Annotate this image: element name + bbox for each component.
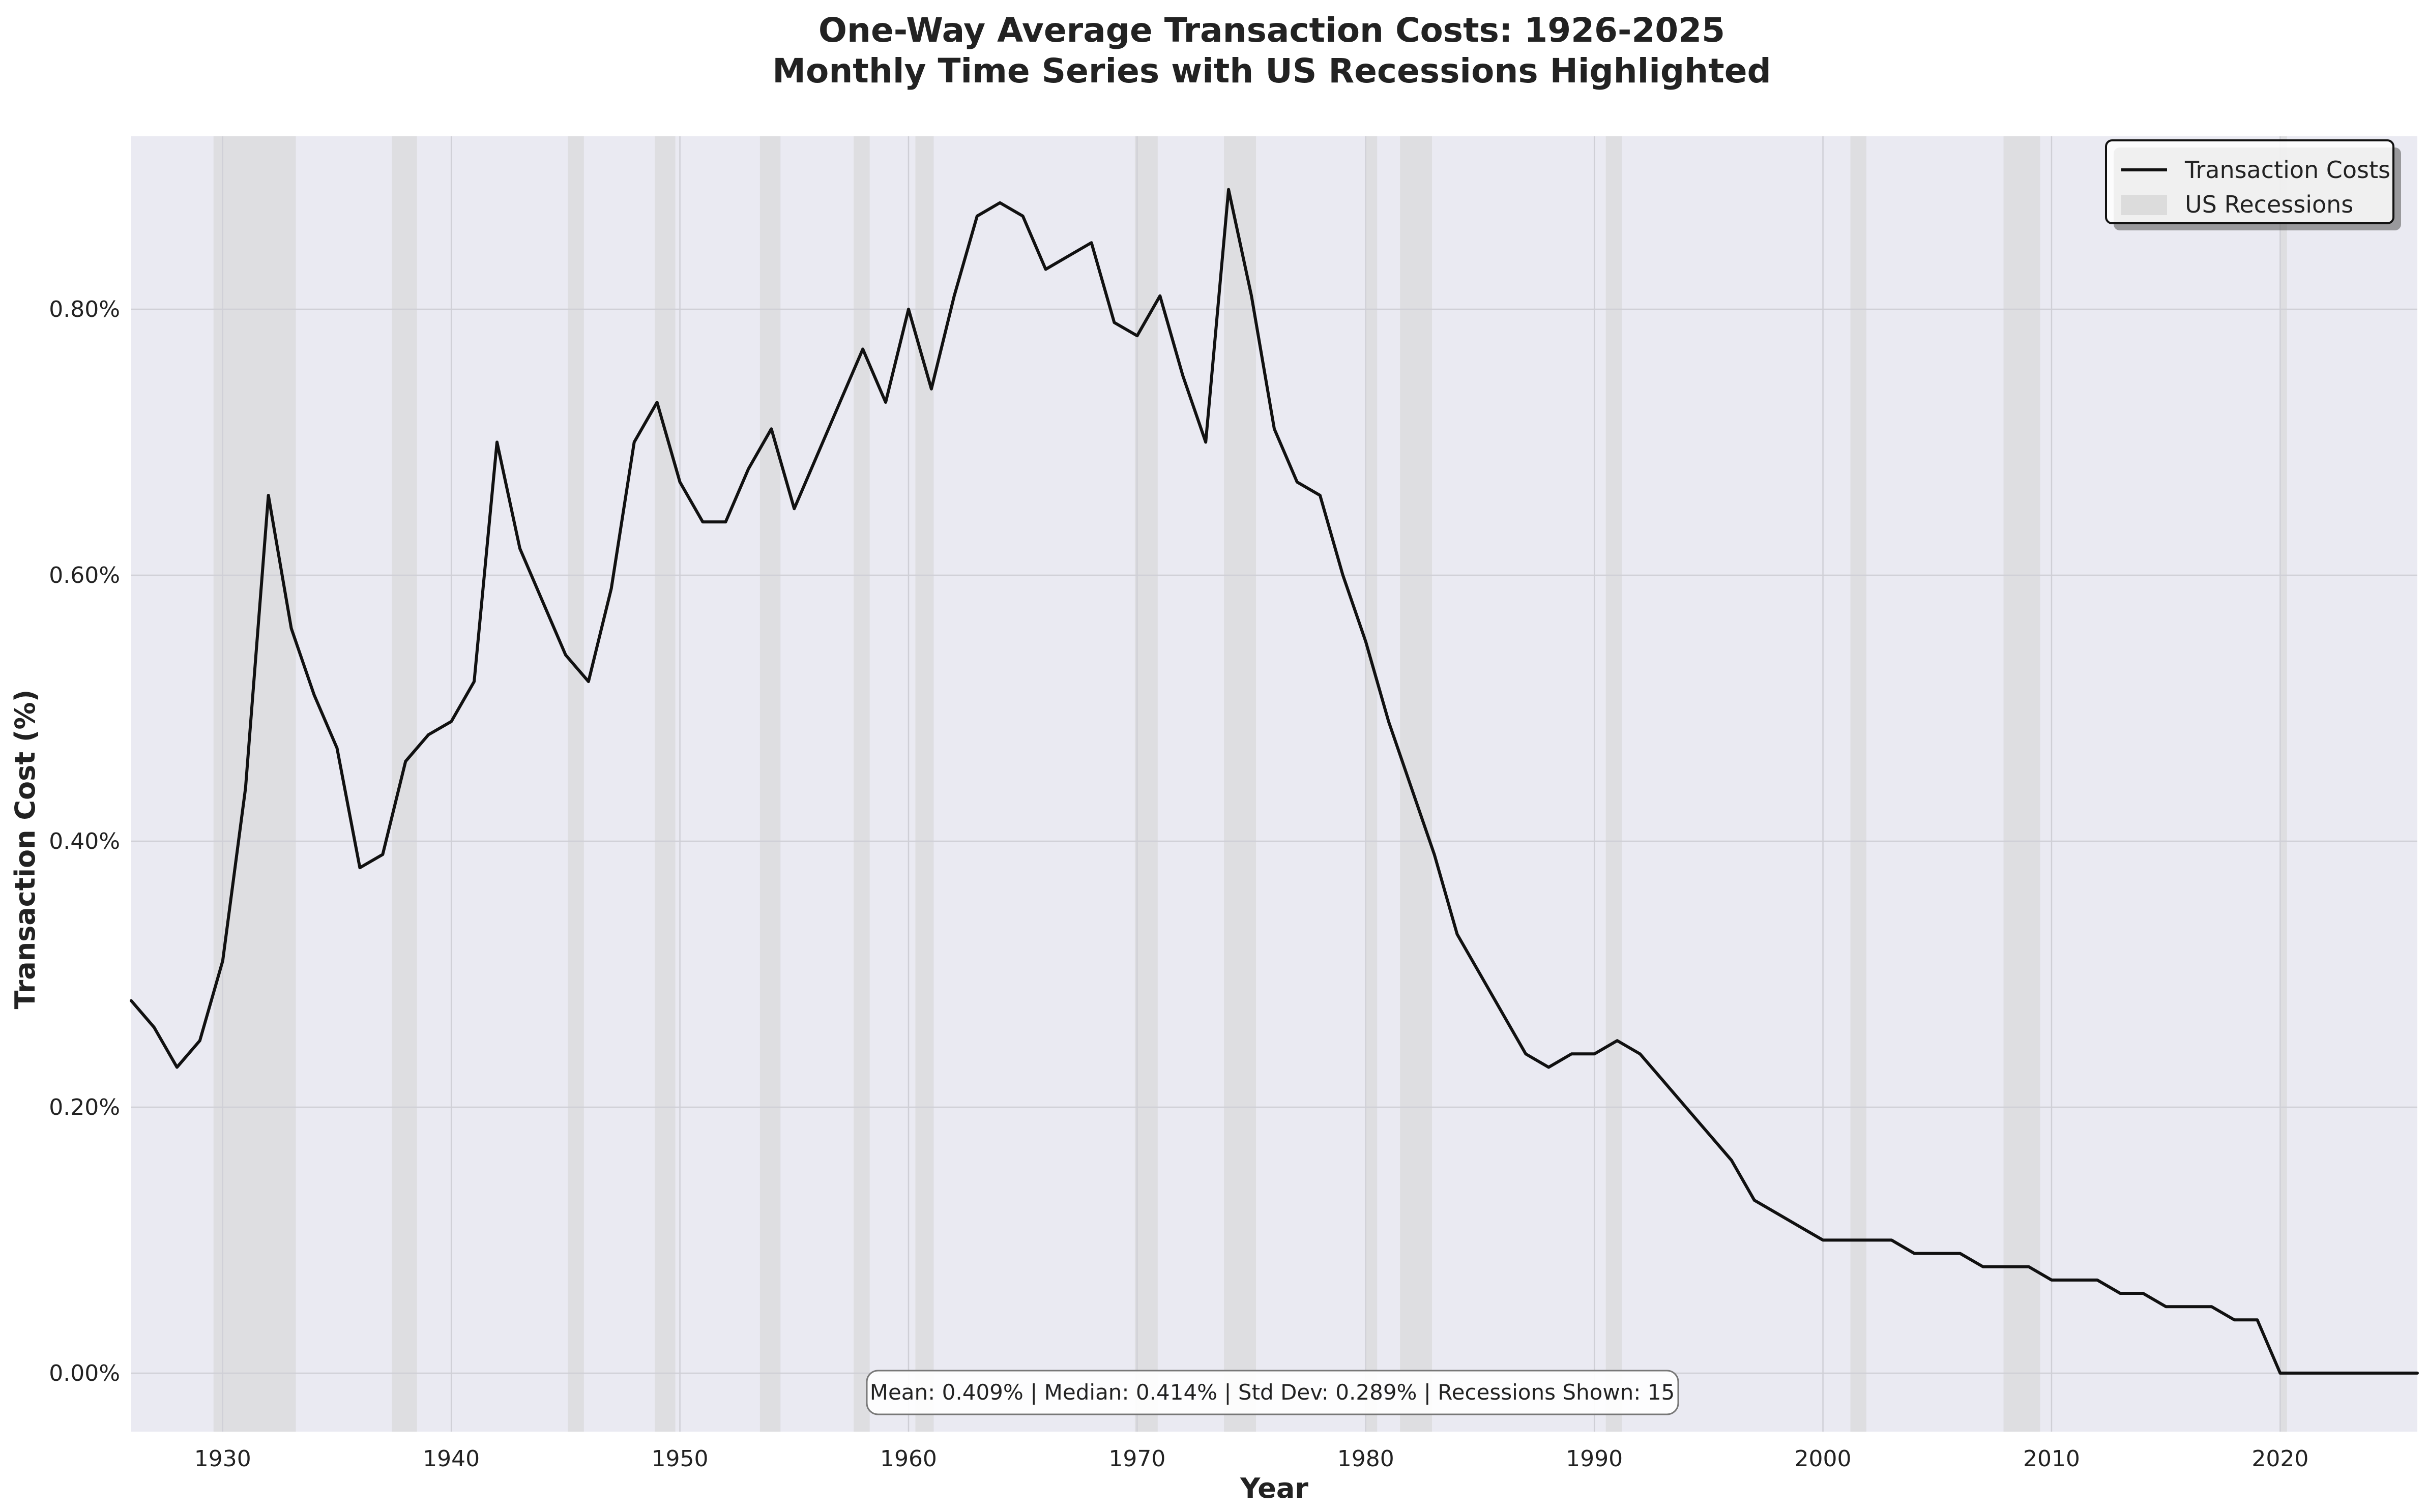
stats-box: Mean: 0.409% | Median: 0.414% | Std Dev:… [866, 1370, 1679, 1415]
x-tick-label-1960: 1960 [880, 1446, 937, 1472]
y-tick-label-2: 0.40% [49, 828, 120, 854]
recession-bands [213, 136, 2287, 1432]
y-axis-label: Transaction Cost (%) [9, 690, 41, 1010]
x-tick-label-1940: 1940 [423, 1446, 480, 1472]
recession-band-12 [1605, 136, 1622, 1432]
recession-band-14 [2003, 136, 2040, 1432]
recession-band-2 [392, 136, 417, 1432]
x-axis-ticks: 1930 1940 1950 1960 1970 1980 1990 2000 2010 2020 [194, 1446, 2309, 1472]
recession-band-9 [1224, 136, 1256, 1432]
recession-band-5 [759, 136, 781, 1432]
legend-recession-swatch [2121, 195, 2167, 215]
x-tick-label-1980: 1980 [1337, 1446, 1394, 1472]
legend: Transaction Costs US Recessions [2105, 139, 2401, 230]
series-layer [130, 188, 2419, 1375]
recession-band-10 [1365, 136, 1378, 1432]
recession-band-1 [213, 136, 296, 1432]
recession-band-7 [915, 136, 934, 1432]
y-tick-label-0: 0.00% [49, 1360, 120, 1386]
series-line-transaction-costs [130, 188, 2419, 1375]
y-tick-label-3: 0.60% [49, 562, 120, 588]
stats-box-frame [866, 1370, 1679, 1415]
recession-band-11 [1400, 136, 1432, 1432]
chart-title: One-Way Average Transaction Costs: 1926-… [818, 11, 1725, 50]
y-tick-label-1: 0.20% [49, 1094, 120, 1120]
x-tick-label-1970: 1970 [1108, 1446, 1165, 1472]
x-tick-label-2000: 2000 [1795, 1446, 1852, 1472]
x-tick-label-1990: 1990 [1566, 1446, 1623, 1472]
legend-label-us-recessions: US Recessions [2185, 191, 2353, 218]
x-tick-label-1950: 1950 [652, 1446, 709, 1472]
recession-band-8 [1134, 136, 1158, 1432]
chart-subtitle: Monthly Time Series with US Recessions H… [772, 51, 1771, 91]
recession-band-13 [1850, 136, 1866, 1432]
x-tick-label-1930: 1930 [194, 1446, 251, 1472]
recession-band-15 [2280, 136, 2287, 1432]
x-axis-label: Year [1240, 1472, 1308, 1504]
recession-band-3 [568, 136, 584, 1432]
recession-band-6 [854, 136, 870, 1432]
legend-label-transaction-costs: Transaction Costs [2184, 156, 2390, 184]
plot-area [131, 136, 2417, 1432]
x-tick-label-2010: 2010 [2023, 1446, 2080, 1472]
y-axis-ticks: 0.00% 0.20% 0.40% 0.60% 0.80% [49, 297, 120, 1386]
y-tick-label-4: 0.80% [49, 297, 120, 322]
stats-text: Mean: 0.409% | Median: 0.414% | Std Dev:… [870, 1380, 1675, 1405]
legend-box [2105, 139, 2394, 224]
recession-band-4 [655, 136, 676, 1432]
x-tick-label-2020: 2020 [2251, 1446, 2308, 1472]
grid-lines [131, 136, 2417, 1432]
